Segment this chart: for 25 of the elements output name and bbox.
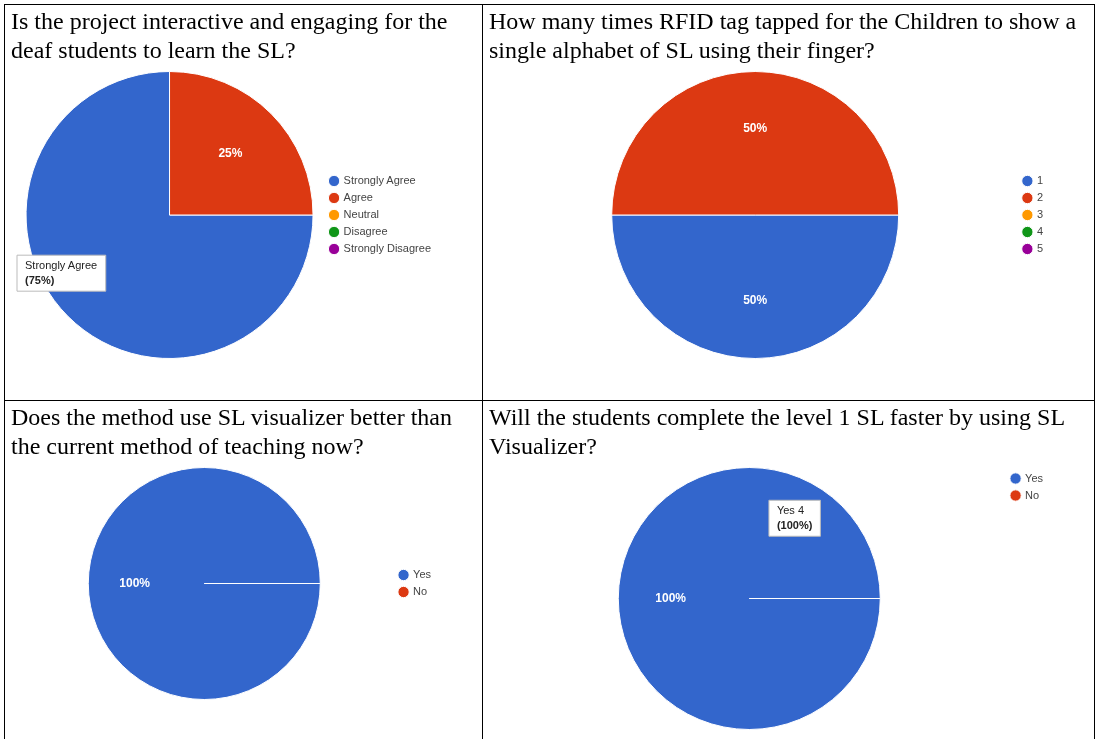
legend-label: Agree (343, 191, 373, 204)
chart-title: Is the project interactive and engaging for the deaf students to learn the SL? (10, 7, 449, 65)
legend-label: Strongly Disagree (343, 242, 432, 255)
legend-label: 1 (1036, 174, 1044, 187)
legend-label: 3 (1036, 208, 1044, 221)
data-label: 25% (218, 146, 243, 161)
legend-label: Disagree (343, 225, 388, 238)
chart-title: Will the students complete the level 1 SL faster by using SL Visualizer? (488, 403, 1066, 461)
legend-label: Strongly Agree (343, 174, 416, 187)
data-label: 50% (743, 121, 768, 136)
legend-label: Yes (1025, 471, 1044, 484)
text: Yes 4 (100%) (776, 504, 813, 532)
data-label: 100% (119, 575, 151, 590)
legend-label: 4 (1036, 225, 1044, 238)
legend-label: No (413, 585, 428, 598)
legend-label: 2 (1036, 191, 1044, 204)
legend-label: No (1025, 488, 1040, 501)
chart-title: Does the method use SL visualizer better than the current method of teaching now? (10, 403, 453, 461)
data-label: 100% (655, 590, 687, 605)
legend-label: 5 (1036, 242, 1044, 255)
chart-title: How many times RFID tag tapped for the Children to show a single alphabet of SL using their finger? (488, 7, 1078, 65)
data-label: 50% (743, 293, 768, 308)
legend-label: Neutral (343, 208, 380, 221)
legend-label: Yes (413, 568, 432, 581)
text: Strongly Agree (75%) (25, 259, 98, 287)
